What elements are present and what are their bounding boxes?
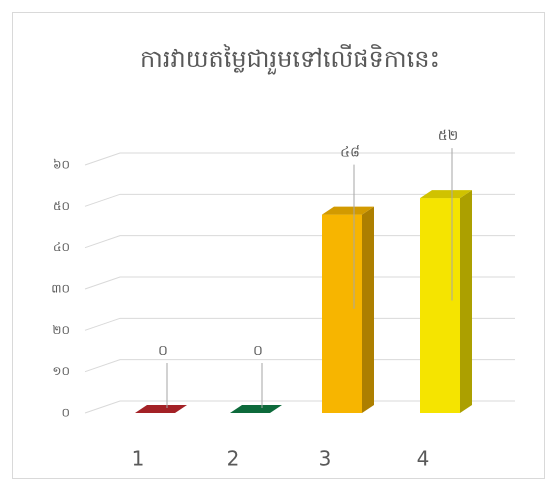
grid-line	[84, 235, 515, 249]
bar-top	[135, 405, 187, 413]
x-tick-label: 2	[227, 447, 240, 471]
y-tick-label: ២០	[52, 323, 70, 337]
y-tick-label: ៦០	[53, 158, 70, 172]
value-label: ៤៨	[340, 145, 360, 161]
x-tick-label: 3	[319, 447, 332, 471]
grid-line	[84, 193, 515, 207]
value-label: ៥២	[438, 128, 459, 144]
y-tick-label: ៣០	[51, 282, 70, 296]
bar-top	[420, 190, 472, 199]
chart-title: ការវាយតម្លៃជារួមទៅលើផទិកានេះ	[140, 44, 440, 75]
bar-side	[362, 206, 374, 413]
bar-side	[460, 190, 472, 413]
y-tick-label: ៥០	[53, 199, 70, 213]
grid-line	[84, 317, 515, 331]
x-tick-label: 4	[417, 447, 430, 471]
y-tick-label: ៤០	[53, 240, 70, 254]
bar	[420, 198, 460, 413]
bar-top	[322, 206, 374, 215]
grid-line	[84, 359, 515, 373]
grid-line	[84, 400, 515, 414]
bar	[322, 214, 362, 413]
grid-line	[84, 276, 515, 290]
value-label: ០	[253, 343, 263, 359]
y-tick-label: ០	[62, 406, 71, 420]
grid-line	[84, 152, 515, 166]
x-tick-label: 1	[132, 447, 145, 471]
bar-top	[230, 405, 282, 413]
y-tick-label: ១០	[52, 364, 70, 378]
value-label: ០	[158, 343, 168, 359]
